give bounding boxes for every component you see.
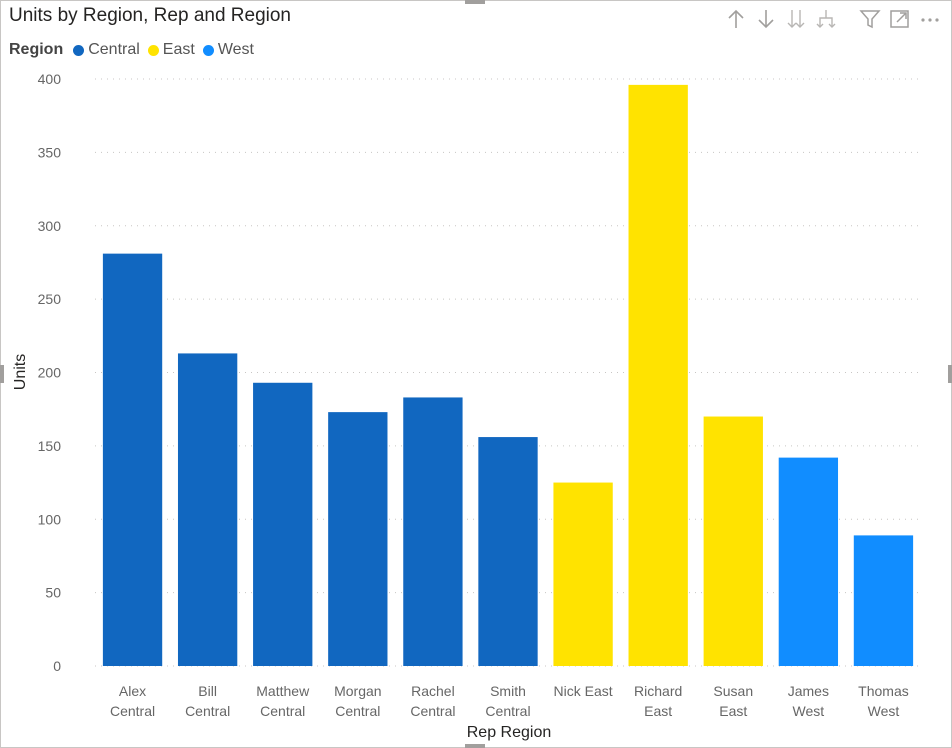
- x-tick-label: Bill Central: [185, 683, 230, 719]
- more-options-icon: [921, 18, 939, 22]
- arrow-up-icon: [728, 9, 744, 28]
- resize-handle-right[interactable]: [948, 365, 952, 383]
- bar-bill-central[interactable]: [177, 353, 238, 666]
- y-tick-label: 350: [38, 144, 62, 160]
- y-tick-label: 150: [38, 438, 62, 454]
- bar-smith-central[interactable]: [478, 437, 538, 666]
- y-tick-label: 200: [38, 365, 62, 381]
- x-tick-label: Matthew Central: [256, 683, 310, 719]
- bar-james-west[interactable]: [778, 457, 839, 666]
- bars: [102, 84, 914, 667]
- visual-header-toolbar: [721, 7, 945, 31]
- filter-icon: [859, 10, 881, 29]
- resize-handle-bottom[interactable]: [465, 744, 485, 748]
- chart-title: Units by Region, Rep and Region: [9, 5, 292, 26]
- y-tick-label: 400: [38, 71, 62, 87]
- x-tick-label: Susan East: [713, 683, 753, 719]
- drill-up-button[interactable]: [721, 7, 751, 31]
- bar-richard-east[interactable]: [628, 84, 688, 667]
- expand-next-level-button[interactable]: [811, 7, 841, 31]
- x-tick-label: Thomas West: [858, 683, 909, 719]
- double-arrow-down-icon: [787, 10, 805, 28]
- x-tick-label: Richard East: [634, 683, 682, 719]
- x-tick-label: Nick East: [554, 683, 613, 699]
- y-tick-label: 50: [45, 585, 61, 601]
- go-to-next-level-button[interactable]: [781, 7, 811, 31]
- bar-rachel-central[interactable]: [403, 397, 463, 666]
- x-axis-title: Rep Region: [467, 724, 552, 741]
- focus-mode-icon: [890, 10, 909, 28]
- x-tick-label: Rachel Central: [410, 683, 455, 719]
- legend-label-central: Central: [88, 41, 140, 58]
- legend-item-east[interactable]: East: [147, 41, 195, 59]
- y-axis-title: Units: [12, 354, 29, 390]
- y-tick-label: 0: [53, 658, 61, 674]
- drill-down-button[interactable]: [751, 7, 781, 31]
- legend-item-west[interactable]: West: [202, 41, 254, 59]
- resize-handle-left[interactable]: [0, 365, 4, 383]
- more-options-button[interactable]: [915, 7, 945, 31]
- bar-matthew-central[interactable]: [253, 382, 313, 666]
- x-tick-label: Smith Central: [485, 683, 530, 719]
- focus-mode-button[interactable]: [885, 7, 915, 31]
- x-axis-ticks: Alex Central Bill Central Matthew Central Morg…: [110, 683, 909, 719]
- y-tick-label: 300: [38, 218, 62, 234]
- y-tick-label: 250: [38, 291, 62, 307]
- filter-button[interactable]: [855, 7, 885, 31]
- legend-marker-east: [147, 44, 159, 56]
- bar-alex-central[interactable]: [102, 253, 163, 666]
- legend-marker-west: [202, 44, 214, 56]
- x-tick-label: James West: [788, 683, 829, 719]
- chart-legend: Region Central East West: [9, 41, 262, 59]
- legend-title: Region: [9, 41, 64, 58]
- y-tick-label: 100: [38, 511, 62, 527]
- y-axis-ticks: 0 50 100 150 200 250 300 350 400: [38, 71, 62, 674]
- expand-hierarchy-icon: [816, 10, 836, 28]
- bar-morgan-central[interactable]: [328, 412, 388, 666]
- resize-handle-top[interactable]: [465, 0, 485, 4]
- x-tick-label: Alex Central: [110, 683, 155, 719]
- legend-marker-central: [73, 44, 85, 56]
- legend-item-central[interactable]: Central: [73, 41, 140, 59]
- bar-nick-east[interactable]: [553, 482, 613, 666]
- x-tick-label: Morgan Central: [334, 683, 381, 719]
- legend-label-west: West: [217, 41, 254, 58]
- legend-label-east: East: [162, 41, 195, 58]
- arrow-down-icon: [758, 10, 774, 29]
- bar-thomas-west[interactable]: [853, 535, 914, 666]
- bar-susan-east[interactable]: [703, 416, 763, 666]
